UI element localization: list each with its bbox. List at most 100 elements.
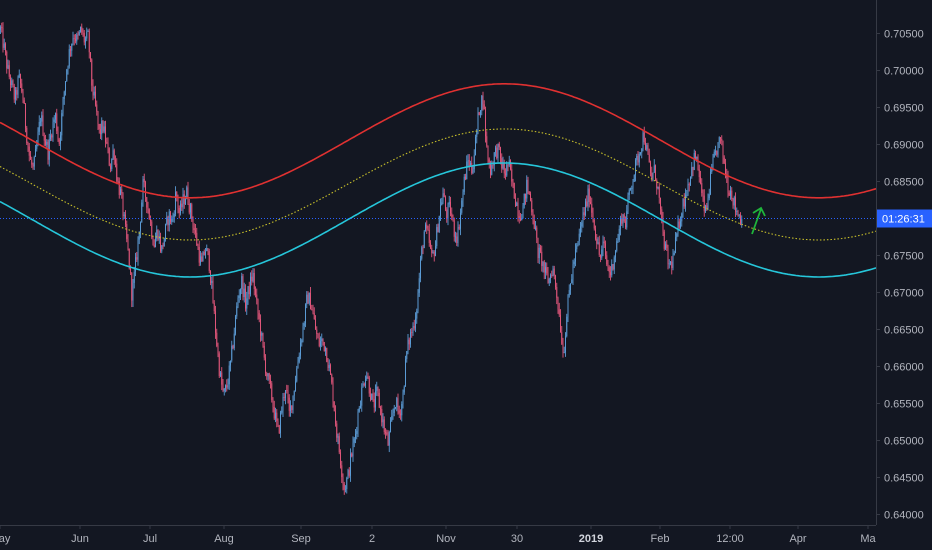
candle — [355, 429, 356, 444]
candle-body — [162, 245, 164, 247]
candle-body — [387, 434, 389, 446]
candle-body — [372, 393, 374, 400]
candle-body — [397, 398, 399, 411]
time-tick: Jul — [143, 525, 157, 545]
candle — [482, 91, 484, 111]
candle-body — [338, 436, 340, 453]
current-price-badge: 01:26:31 — [877, 209, 932, 228]
candle — [328, 359, 330, 372]
candle — [523, 193, 525, 209]
candle — [63, 90, 65, 105]
candle-body — [161, 245, 163, 252]
candle-body — [282, 396, 284, 411]
candle — [11, 77, 13, 88]
candle — [396, 396, 398, 412]
candle — [298, 352, 300, 364]
candle-body — [45, 140, 46, 145]
candle — [421, 245, 423, 261]
candle-body — [301, 340, 303, 343]
candle — [303, 321, 305, 330]
candle-body — [582, 212, 584, 223]
candle-body — [307, 294, 309, 304]
candle — [32, 162, 34, 170]
candle-body — [316, 329, 318, 335]
candle-body — [613, 257, 615, 270]
candle — [38, 115, 40, 136]
candle-body — [390, 421, 391, 433]
candle-body — [552, 268, 554, 276]
price-tick: 0.69500 — [876, 103, 924, 115]
candle — [192, 216, 194, 233]
candle — [248, 281, 250, 300]
price-tick: 0.69000 — [876, 140, 924, 152]
candle — [336, 420, 338, 442]
candle — [73, 34, 75, 46]
candle — [76, 32, 78, 45]
candle-body — [425, 224, 426, 232]
candle-body — [240, 289, 241, 296]
candle-body — [690, 176, 691, 186]
candle — [86, 27, 88, 42]
candle — [537, 237, 539, 264]
candle-body — [492, 165, 494, 166]
candle — [461, 198, 463, 215]
price-tick-label: 0.67000 — [884, 288, 924, 300]
candle — [98, 123, 100, 134]
candle — [201, 252, 203, 262]
candle — [423, 229, 425, 249]
candle — [327, 358, 329, 371]
candle-body — [46, 141, 48, 145]
candle — [705, 204, 706, 213]
candle — [225, 384, 226, 393]
candle — [228, 361, 230, 390]
candle — [432, 250, 434, 254]
candle-body — [137, 239, 139, 260]
candle-body — [410, 332, 411, 345]
candle-body — [643, 132, 645, 143]
price-axis[interactable]: 0.705000.700000.695000.690000.685000.680… — [876, 0, 932, 525]
candle — [427, 225, 429, 231]
candle-body — [278, 425, 280, 434]
price-tick-label: 0.66000 — [884, 362, 924, 374]
candle — [17, 75, 19, 99]
candle-body — [332, 382, 334, 402]
candle — [212, 275, 214, 304]
candle — [717, 142, 719, 158]
candle-body — [57, 131, 59, 140]
candle-body — [543, 261, 545, 273]
candle-body — [151, 221, 153, 238]
candle — [736, 207, 738, 216]
candle — [53, 115, 55, 129]
candle-body — [66, 69, 68, 82]
candle — [65, 81, 66, 96]
candle — [487, 145, 489, 163]
candle-body — [346, 478, 348, 490]
candle-body — [636, 155, 638, 161]
candle-body — [121, 189, 123, 194]
candle — [288, 394, 290, 417]
candle-body — [222, 384, 224, 392]
candle-body — [217, 345, 219, 354]
candle — [493, 151, 495, 172]
time-axis[interactable]: May Jun Jul Aug Sep 2 Nov 30 2019 Feb 12:00 Apr Ma — [0, 525, 877, 545]
candle — [660, 197, 661, 215]
candle — [28, 142, 30, 162]
candle-body — [427, 228, 429, 230]
candle-body — [575, 249, 576, 262]
candle — [108, 147, 110, 167]
badge-countdown: 01:26:31 — [882, 214, 925, 226]
candle-body — [277, 420, 279, 426]
up-arrow-annotation[interactable] — [751, 206, 766, 235]
candle-body — [727, 177, 729, 193]
candle-body — [273, 406, 275, 419]
candle — [535, 221, 536, 231]
candle-body — [635, 160, 636, 175]
candle — [450, 196, 451, 217]
candle-body — [577, 241, 579, 246]
candle-body — [640, 152, 641, 154]
candle-body — [23, 100, 25, 104]
candle — [66, 68, 68, 82]
candle — [458, 224, 460, 231]
